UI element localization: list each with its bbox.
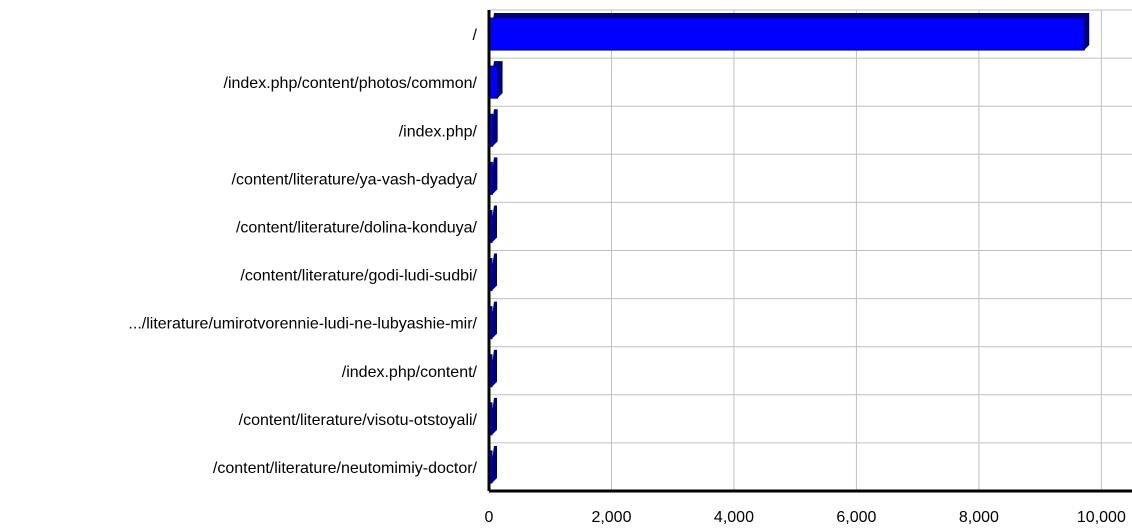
bars — [488, 13, 1090, 484]
category-label: /content/literature/ya-vash-dyadya/ — [232, 171, 478, 188]
category-label: /index.php/content/photos/common/ — [224, 75, 478, 92]
bar — [488, 17, 1085, 51]
x-tick-label: 4,000 — [714, 509, 754, 526]
category-label: / — [473, 27, 478, 44]
x-tick-label: 10,000 — [1077, 509, 1126, 526]
category-labels: / /index.php/content/photos/common/ /index… — [128, 27, 477, 477]
x-tick-label: 6,000 — [836, 509, 876, 526]
grid-lines — [488, 9, 1132, 492]
x-tick-label: 2,000 — [591, 509, 631, 526]
category-label: /index.php/content/ — [342, 364, 478, 381]
category-label: /content/literature/neutomimiy-doctor/ — [213, 460, 478, 477]
category-label: /content/literature/dolina-konduya/ — [236, 219, 478, 236]
category-label: /index.php/ — [399, 123, 478, 140]
x-tick-label: 8,000 — [959, 509, 999, 526]
axes — [487, 10, 1132, 493]
category-label: /content/literature/godi-ludi-sudbi/ — [240, 268, 477, 285]
x-tick-label: 0 — [485, 509, 494, 526]
x-tick-labels: 0 2,000 4,000 6,000 8,000 10,000 — [485, 509, 1126, 526]
category-label: .../literature/umirotvorennie-ludi-ne-lu… — [128, 316, 477, 333]
category-label: /content/literature/visotu-otstoyali/ — [239, 412, 478, 429]
